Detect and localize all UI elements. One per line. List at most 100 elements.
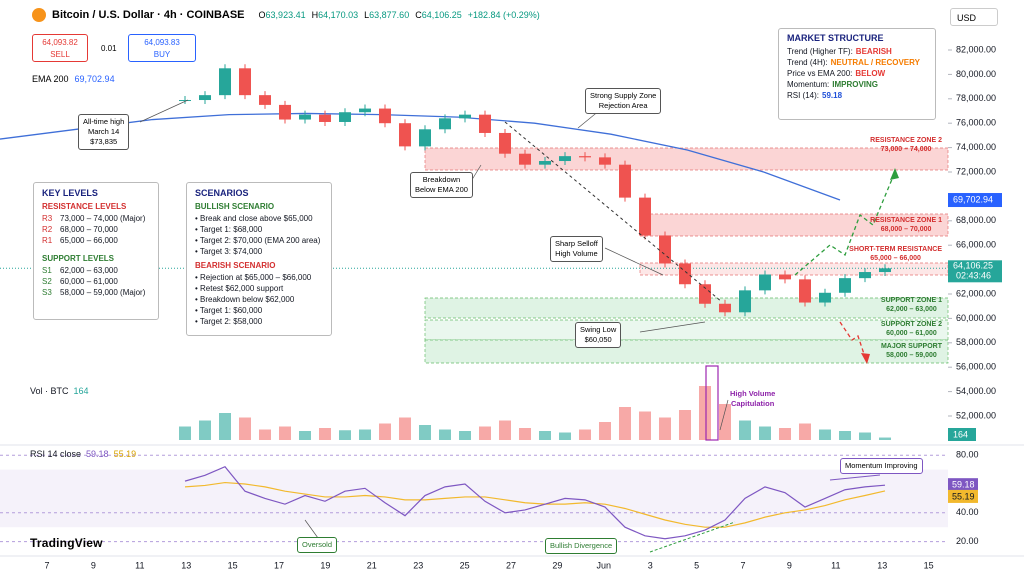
rsi-tick-label: 40.00 [956, 507, 979, 517]
volume-bar [399, 417, 411, 440]
breakdown-callout: Breakdown Below EMA 200 [410, 172, 473, 198]
volume-bar [599, 422, 611, 440]
candle [419, 129, 431, 147]
rsi-legend-name: RSI 14 close [30, 449, 81, 459]
volume-bar [359, 429, 371, 440]
structure-value: BELOW [855, 69, 886, 78]
candle [599, 157, 611, 165]
ema-price-tag [948, 193, 1002, 208]
scenario-row: • Target 1: $60,000 [195, 306, 263, 315]
zone-name: SHORT-TERM RESISTANCE [849, 246, 942, 253]
zone [424, 319, 949, 341]
time-label: 21 [367, 560, 377, 570]
scenario-row: • Target 1: $68,000 [195, 225, 263, 234]
countdown: 02:43:46 [956, 271, 991, 281]
volume-bar [779, 428, 791, 440]
volume-bar [699, 386, 711, 440]
buy-label: BUY [153, 50, 171, 59]
level-range: 73,000 – 74,000 (Major) [60, 214, 146, 223]
candle [679, 263, 691, 285]
rsi-ma-tag-label: 55.19 [952, 491, 975, 501]
level-range: 65,000 – 66,000 [60, 236, 118, 245]
price-tick-label: 60,000.00 [956, 313, 996, 323]
zone-label: MAJOR SUPPORT 58,000 – 59,000 [881, 342, 942, 360]
volume-bar [219, 413, 231, 440]
bullish-arrowhead [890, 168, 899, 180]
callout-line: Oversold [302, 540, 333, 549]
callout-pointer [139, 99, 189, 123]
candle [359, 108, 371, 113]
candle [259, 95, 271, 105]
bearish-title: BEARISH SCENARIO [195, 261, 276, 270]
zone-label: SUPPORT ZONE 1 62,000 – 63,000 [881, 296, 942, 314]
level-code: R1 [42, 236, 53, 245]
currency-select[interactable]: USD [950, 8, 998, 26]
zone-name: RESISTANCE ZONE 1 [870, 217, 942, 224]
callout-line: Breakdown [422, 175, 461, 184]
level-range: 68,000 – 70,000 [60, 225, 118, 234]
scenario-item: Retest $62,000 support [200, 284, 284, 293]
rsi-legend-value: 59.18 [86, 449, 109, 459]
callout-line: Sharp Selloff [555, 239, 598, 248]
rsi-tag-label: 59.18 [952, 480, 975, 490]
level-row: S3 58,000 – 59,000 (Major) [42, 287, 150, 298]
candle [439, 118, 451, 130]
buy-button[interactable]: 64,093.83 BUY [128, 34, 196, 62]
price-tick-label: 76,000.00 [956, 118, 996, 128]
rsi-legend: RSI 14 close 59.18 55.19 [30, 449, 136, 459]
level-row: S1 62,000 – 63,000 [42, 265, 150, 276]
sell-button[interactable]: 64,093.82 SELL [32, 34, 88, 62]
price-tick-label: 62,000.00 [956, 288, 996, 298]
callout-line: $73,835 [90, 137, 118, 146]
scenarios-box: SCENARIOS BULLISH SCENARIO • Break and clo… [186, 182, 332, 336]
rsi-legend-ma: 55.19 [114, 449, 137, 459]
time-label: 11 [135, 560, 144, 570]
time-label: 9 [787, 560, 792, 570]
level-row: R1 65,000 – 66,000 [42, 235, 150, 246]
ema-price-tag-label: 69,702.94 [953, 194, 993, 204]
level-code: S1 [42, 266, 52, 275]
volume-bar [239, 417, 251, 440]
structure-row: Trend (4H): NEUTRAL / RECOVERY [787, 57, 927, 68]
zone-name: SUPPORT ZONE 2 [880, 321, 942, 328]
ohlc-key: H [311, 9, 319, 20]
level-row: R2 68,000 – 70,000 [42, 224, 150, 235]
price-tick-label: 74,000.00 [956, 142, 996, 152]
volume-bar [619, 407, 631, 440]
zone-label: RESISTANCE ZONE 1 68,000 – 70,000 [870, 216, 942, 234]
ema-legend-name: EMA 200 [32, 74, 69, 84]
volume-legend: Vol · BTC 164 [30, 386, 89, 396]
sell-label: SELL [50, 50, 70, 59]
volume-bar [559, 432, 571, 440]
structure-row: Trend (Higher TF): BEARISH [787, 46, 927, 57]
symbol: Bitcoin / U.S. Dollar · 4h · COINBASE [52, 8, 245, 21]
bullish-title: BULLISH SCENARIO [195, 202, 275, 211]
time-label: 11 [831, 560, 840, 570]
candle [739, 290, 751, 313]
volume-bar [439, 429, 451, 440]
candle [399, 123, 411, 147]
level-row: S2 60,000 – 61,000 [42, 276, 150, 287]
zone-name: SUPPORT ZONE 1 [880, 297, 942, 304]
time-label: 19 [320, 560, 330, 570]
volume-bar [299, 431, 311, 440]
scenario-item: Rejection at $65,000 – $66,000 [200, 273, 312, 282]
structure-label: Momentum: [787, 80, 830, 89]
zone [639, 213, 949, 237]
bearish-path [839, 321, 867, 361]
volume-legend-value: 164 [74, 386, 89, 396]
scenario-row: • Breakdown below $62,000 [195, 295, 295, 304]
volume-bar [839, 431, 851, 440]
volume-bar [879, 437, 891, 440]
scenario-row: • Retest $62,000 support [195, 284, 284, 293]
price-tick-label: 80,000.00 [956, 69, 996, 79]
momentum-line [829, 474, 881, 481]
price-tick-label: 58,000.00 [956, 337, 996, 347]
candle [879, 268, 891, 273]
scenario-row: • Rejection at $65,000 – $66,000 [195, 273, 312, 282]
resistance-title: RESISTANCE LEVELS [42, 202, 127, 211]
volume-tag [948, 428, 976, 441]
candle [719, 303, 731, 313]
volume-bar [259, 429, 271, 440]
